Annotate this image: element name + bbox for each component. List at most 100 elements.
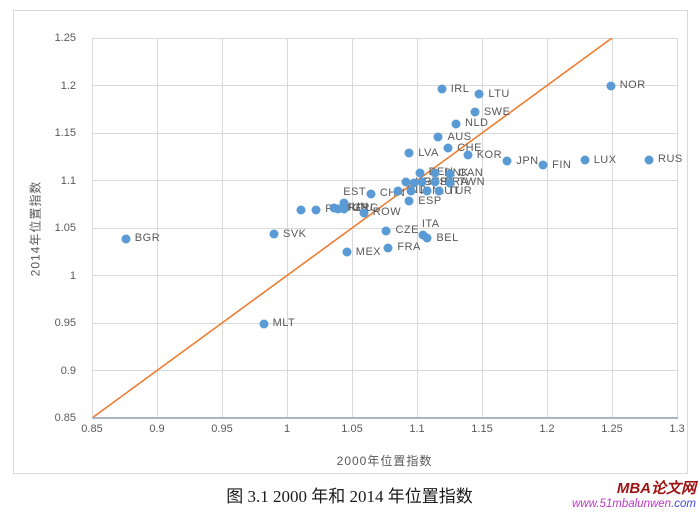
data-point-dot — [342, 247, 352, 257]
y-tick-label: 0.95 — [54, 317, 76, 329]
data-point-label: KOR — [476, 148, 503, 161]
x-tick-label: 0.85 — [81, 423, 103, 435]
data-point-dot — [463, 150, 473, 160]
data-point-dot — [366, 189, 376, 199]
gridline-vertical — [676, 38, 678, 418]
data-point-label: BEL — [436, 231, 459, 244]
gridline-horizontal — [92, 180, 677, 181]
data-point-label: FRA — [397, 241, 421, 254]
data-point-dot — [437, 84, 447, 94]
x-axis-line — [92, 417, 678, 419]
data-point-dot — [259, 319, 269, 329]
data-point-dot — [333, 204, 343, 214]
watermark-url: www.51mbalunwen.com — [571, 498, 696, 511]
data-point-label: MLT — [272, 317, 296, 330]
gridline-horizontal — [92, 85, 677, 86]
y-tick-label: 1.2 — [60, 79, 76, 92]
data-point-label: RUS — [658, 153, 683, 166]
data-point-dot — [538, 160, 548, 170]
gridline-horizontal — [92, 275, 677, 276]
plot-area: BGRSVKMLTMEXFRACZEITABELESPPRTHUNROUGRCE… — [91, 37, 682, 419]
data-point-dot — [415, 168, 425, 178]
gridline-horizontal — [92, 370, 677, 371]
data-point-dot — [359, 208, 369, 218]
data-point-dot — [644, 155, 654, 165]
watermark-url-main: www.51mbalunwen — [571, 498, 672, 510]
watermark-url-suffix: .com — [671, 498, 696, 510]
data-point-label: FIN — [552, 158, 572, 171]
x-tick-label: 1.3 — [669, 423, 685, 435]
data-point-label: CAN — [458, 167, 484, 180]
data-point-label: SVK — [283, 227, 307, 240]
data-point-dot — [430, 177, 440, 187]
y-tick-label: 1.15 — [54, 127, 76, 139]
data-point-label: LUX — [593, 153, 617, 166]
x-tick-label: 1.1 — [409, 423, 425, 435]
data-point-label: GRC — [353, 202, 379, 215]
x-tick-label: 1.25 — [601, 423, 623, 435]
x-tick-label: 0.95 — [211, 423, 233, 435]
data-point-label: EST — [343, 185, 367, 198]
data-point-label: CHE — [457, 141, 482, 154]
data-point-dot — [121, 234, 131, 244]
figure-caption: 图 3.1 2000 年和 2014 年位置指数 — [226, 487, 473, 506]
data-point-label: LTU — [488, 87, 510, 100]
data-point-label: CZE — [395, 224, 419, 237]
data-point-dot — [430, 168, 440, 178]
x-axis-title: 2000年位置指数 — [336, 454, 433, 468]
data-point-dot — [422, 186, 432, 196]
data-point-dot — [433, 132, 443, 142]
data-point-dot — [393, 186, 402, 196]
data-point-dot — [445, 169, 454, 179]
data-point-dot — [470, 107, 480, 117]
data-point-label: MEX — [355, 245, 382, 258]
data-point-dot — [445, 178, 454, 188]
data-point-dot — [401, 177, 411, 187]
x-tick-label: 1.15 — [471, 423, 493, 435]
data-point-dot — [417, 177, 427, 187]
data-point-dot — [409, 178, 419, 188]
gridline-horizontal — [92, 132, 677, 134]
data-point-label: NOR — [619, 79, 646, 92]
data-point-label: ROW — [372, 206, 402, 219]
reference-line-y-equals-x — [92, 38, 614, 418]
data-point-dot — [474, 89, 484, 99]
data-point-label: TWN — [458, 176, 486, 189]
x-tick-label: 0.9 — [149, 423, 165, 435]
data-point-label: JPN — [516, 154, 539, 167]
data-point-dot — [381, 226, 391, 236]
watermark-brand: MBA论文网 — [616, 480, 696, 497]
data-point-dot — [434, 186, 444, 196]
y-tick-label: 1 — [69, 269, 76, 282]
data-point-label: SWE — [483, 105, 511, 118]
y-tick-label: 1.1 — [60, 174, 76, 187]
data-point-label: BGR — [134, 232, 161, 245]
gridline-horizontal — [92, 322, 677, 324]
data-point-dot — [404, 148, 414, 158]
gridline-horizontal — [92, 37, 677, 39]
data-point-dot — [422, 233, 432, 243]
data-point-dot — [443, 143, 453, 153]
data-point-label: ITA — [421, 218, 440, 231]
data-point-dot — [502, 156, 512, 166]
data-point-label: AUS — [447, 130, 472, 143]
data-point-dot — [311, 205, 321, 215]
data-point-dot — [418, 230, 428, 240]
watermark: MBA论文网 www.51mbalunwen.com — [572, 481, 696, 511]
data-point-label: LVA — [418, 146, 439, 159]
y-tick-label: 0.9 — [60, 364, 76, 377]
data-point-label: TUR — [448, 184, 473, 197]
data-point-dot — [406, 186, 416, 196]
y-tick-label: 1.25 — [54, 32, 76, 44]
data-point-label: NLD — [465, 117, 489, 129]
data-point-dot — [404, 196, 414, 206]
data-point-dot — [269, 229, 279, 239]
data-point-label: IRL — [450, 82, 470, 95]
y-tick-label: 0.85 — [54, 412, 76, 424]
y-axis-title: 2014年位置指数 — [28, 180, 43, 277]
chart-area: BGRSVKMLTMEXFRACZEITABELESPPRTHUNROUGRCE… — [13, 10, 688, 474]
x-tick-label: 1 — [283, 423, 291, 435]
data-point-dot — [451, 119, 461, 128]
y-tick-label: 1.05 — [54, 222, 76, 234]
